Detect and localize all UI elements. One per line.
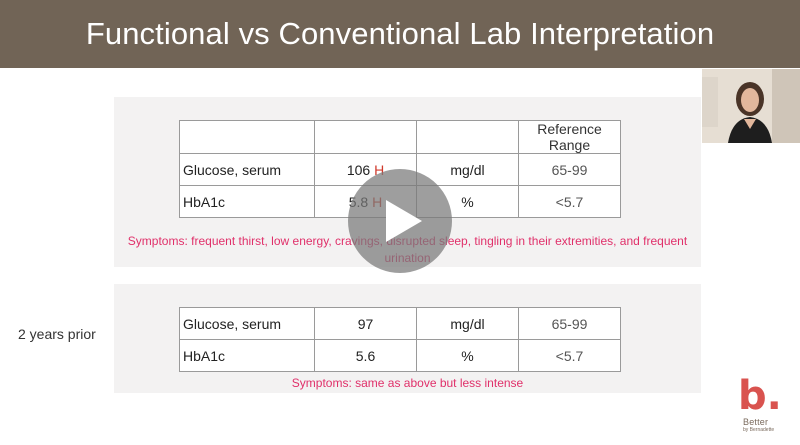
play-icon bbox=[386, 200, 422, 242]
logo-name: Better bbox=[743, 417, 769, 427]
test-value: 106 bbox=[346, 161, 371, 178]
reference-range: <5.7 bbox=[518, 185, 621, 218]
test-name: HbA1c bbox=[179, 185, 315, 218]
current-lab-table: Reference Range Glucose, serum 106 H mg/… bbox=[179, 120, 621, 218]
presenter-video-frame bbox=[702, 69, 800, 143]
reference-range: 65-99 bbox=[518, 307, 621, 340]
logo-mark: b. bbox=[738, 373, 782, 419]
test-unit: mg/dl bbox=[416, 307, 519, 340]
title-bar: Functional vs Conventional Lab Interpret… bbox=[0, 0, 800, 68]
test-value: 5.6 bbox=[314, 339, 417, 372]
prior-symptoms: Symptoms: same as above but less intense bbox=[291, 376, 524, 390]
table-row: Glucose, serum 97 mg/dl 65-99 bbox=[179, 307, 621, 340]
logo-byline: by Bernadette bbox=[743, 427, 775, 433]
play-button[interactable] bbox=[348, 169, 452, 273]
prior-lab-table: Glucose, serum 97 mg/dl 65-99 HbA1c 5.6 … bbox=[179, 307, 621, 372]
table-header-row: Reference Range bbox=[179, 120, 621, 154]
test-name: Glucose, serum bbox=[179, 153, 315, 186]
presenter-webcam bbox=[702, 69, 800, 143]
header-cell bbox=[179, 120, 315, 154]
header-cell bbox=[314, 120, 417, 154]
slide-title: Functional vs Conventional Lab Interpret… bbox=[85, 16, 715, 51]
header-cell bbox=[416, 120, 519, 154]
table-row: HbA1c 5.6 % <5.7 bbox=[179, 339, 621, 372]
test-name: HbA1c bbox=[179, 339, 315, 372]
prior-period-label: 2 years prior bbox=[18, 326, 96, 342]
test-value: 97 bbox=[314, 307, 417, 340]
reference-range: <5.7 bbox=[518, 339, 621, 372]
better-logo: b. Better by Bernadette bbox=[738, 373, 788, 438]
reference-range-header: Reference Range bbox=[518, 120, 621, 154]
test-unit: % bbox=[416, 339, 519, 372]
reference-range: 65-99 bbox=[518, 153, 621, 186]
test-name: Glucose, serum bbox=[179, 307, 315, 340]
high-flag: H bbox=[374, 161, 385, 178]
